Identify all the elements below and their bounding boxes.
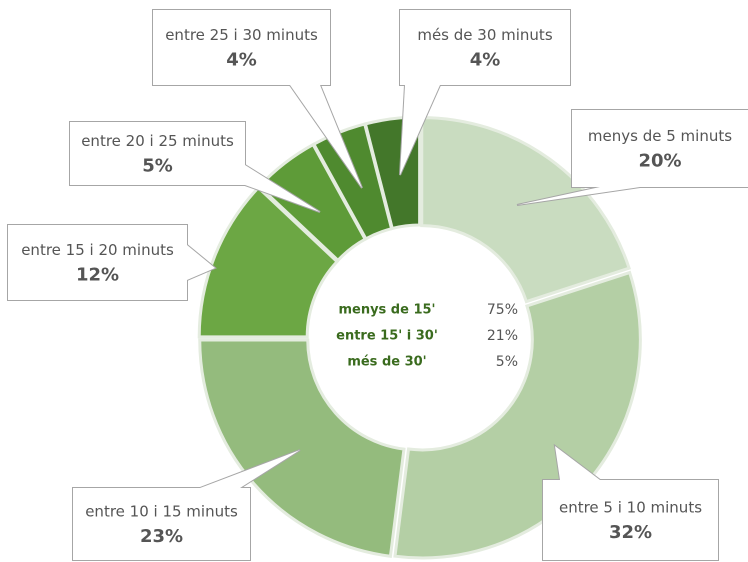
donut-slice (420, 116, 631, 304)
slice-label: entre 20 i 25 minuts (81, 132, 234, 150)
slice-label: entre 10 i 15 minuts (85, 503, 238, 521)
callout-fill (400, 85, 440, 175)
callout-fill (153, 10, 330, 85)
donut-slice (198, 338, 406, 558)
slice-value-label: 32% (609, 522, 652, 543)
callout-fill (200, 450, 300, 488)
slice-label: entre 5 i 10 minuts (559, 499, 702, 517)
summary-value: 75% (487, 302, 518, 318)
slice-label: més de 30 minuts (417, 26, 552, 44)
callout-fill (572, 110, 748, 187)
slice-label: menys de 5 minuts (588, 127, 732, 145)
slice-value-label: 23% (140, 526, 183, 547)
slice-value-label: 4% (470, 50, 501, 71)
slice-value-label: 5% (142, 156, 173, 177)
callout-fill (73, 488, 250, 560)
summary-label: entre 15' i 30' (336, 329, 438, 344)
callout-fill (555, 446, 600, 480)
slice-value-label: 12% (76, 265, 119, 286)
slice-label: entre 15 i 20 minuts (21, 241, 174, 259)
summary-value: 5% (496, 354, 518, 370)
callout-fill (187, 245, 215, 280)
callout-fill (290, 85, 362, 188)
callout-fill (8, 225, 187, 300)
callout-fill (400, 10, 570, 85)
slice-label: entre 25 i 30 minuts (165, 26, 318, 44)
callout-fill (543, 480, 718, 560)
summary-label: menys de 15' (338, 303, 435, 318)
slice-value-label: 4% (226, 50, 257, 71)
callout-fill (70, 122, 245, 185)
slice-value-label: 20% (638, 151, 681, 172)
summary-value: 21% (487, 328, 518, 344)
callout-fill (245, 165, 320, 212)
summary-label: més de 30' (347, 355, 426, 370)
callout-fill (517, 187, 640, 205)
